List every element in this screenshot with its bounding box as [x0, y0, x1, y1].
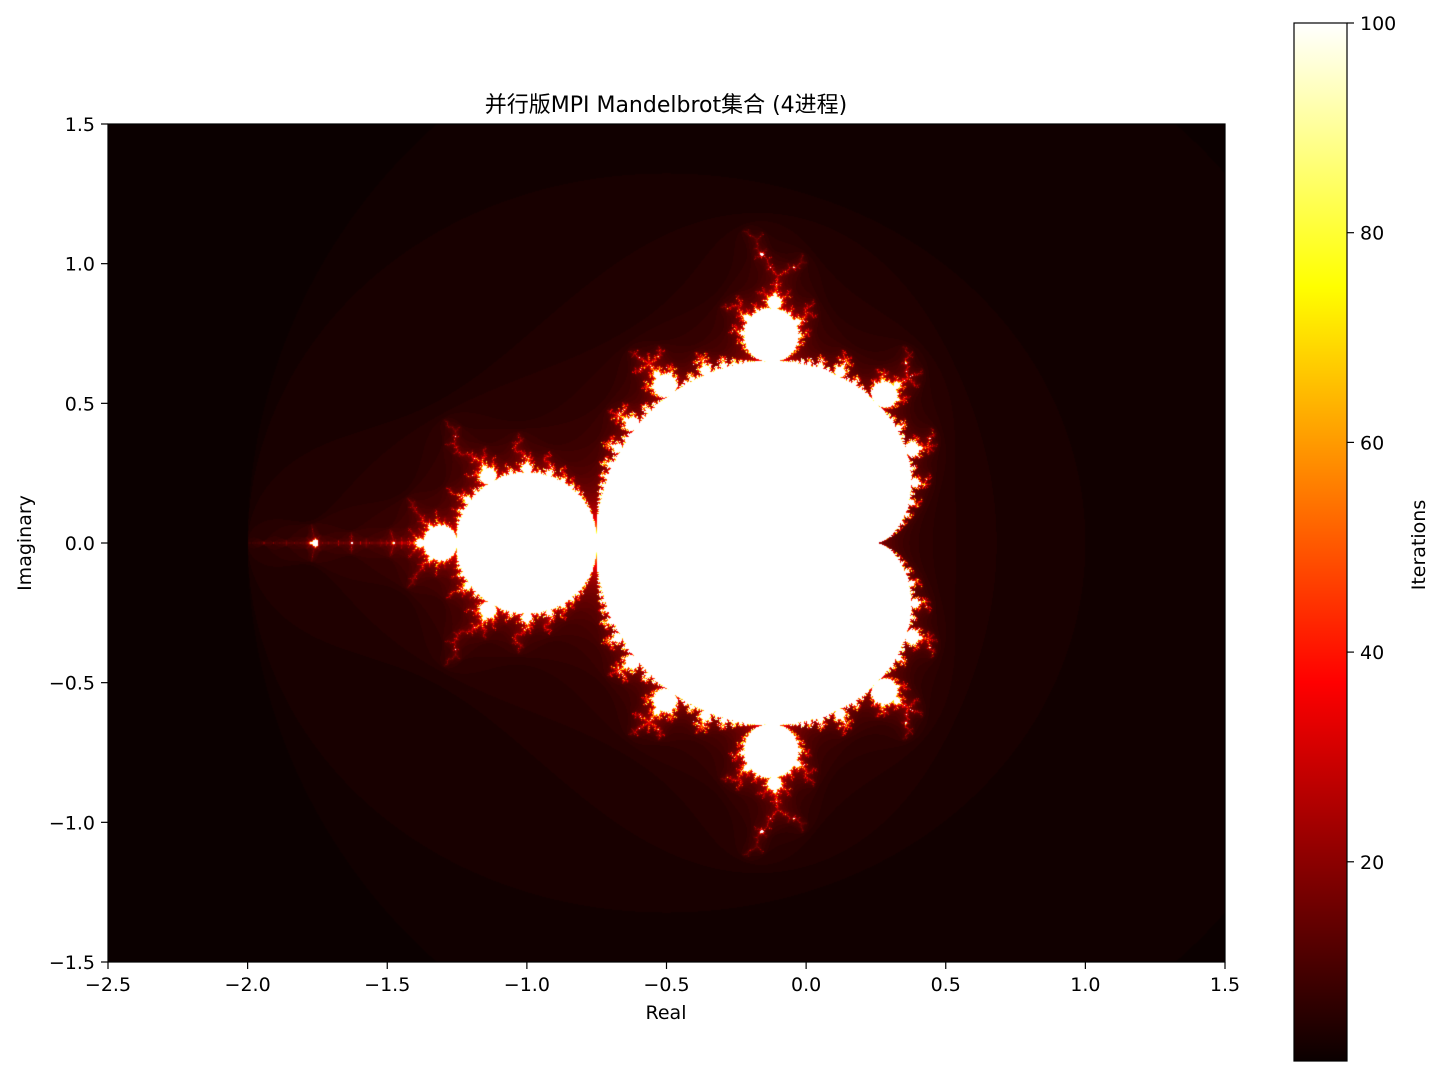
- colorbar-tick-label: 60: [1360, 432, 1384, 454]
- x-tick-label: 1.0: [1070, 974, 1100, 996]
- y-tick-label: 0.0: [65, 533, 95, 555]
- x-axis-ticks: −2.5 −2.0 −1.5 −1.0 −0.5 0.0 0.5 1.0 1.5: [85, 962, 1240, 996]
- colorbar-tick-label: 20: [1360, 852, 1384, 874]
- colorbar-tick-label: 100: [1360, 13, 1396, 35]
- chart-title: 并行版MPI Mandelbrot集合 (4进程): [485, 93, 848, 118]
- y-tick-label: 0.5: [65, 393, 95, 415]
- mandelbrot-heatmap: [108, 124, 1225, 962]
- y-tick-label: 1.5: [65, 114, 95, 136]
- x-tick-label: 0.0: [791, 974, 821, 996]
- x-tick-label: 0.5: [931, 974, 961, 996]
- y-tick-label: −1.0: [49, 812, 95, 834]
- colorbar-tick-label: 40: [1360, 642, 1384, 664]
- y-tick-label: −0.5: [49, 673, 95, 695]
- x-axis-label: Real: [646, 1002, 687, 1024]
- y-axis-label: Imaginary: [14, 495, 36, 591]
- x-tick-label: 1.5: [1210, 974, 1240, 996]
- colorbar-ticks: 20 40 60 80 100: [1347, 13, 1396, 874]
- x-tick-label: −2.0: [225, 974, 271, 996]
- x-tick-label: −1.5: [364, 974, 410, 996]
- x-tick-label: −1.0: [504, 974, 550, 996]
- x-tick-label: −2.5: [85, 974, 131, 996]
- y-axis-ticks: −1.5 −1.0 −0.5 0.0 0.5 1.0 1.5: [49, 114, 108, 974]
- colorbar-label: Iterations: [1408, 500, 1430, 591]
- x-tick-label: −0.5: [643, 974, 689, 996]
- colorbar: [1293, 22, 1348, 1062]
- y-tick-label: 1.0: [65, 254, 95, 276]
- y-tick-label: −1.5: [49, 952, 95, 974]
- colorbar-tick-label: 80: [1360, 223, 1384, 245]
